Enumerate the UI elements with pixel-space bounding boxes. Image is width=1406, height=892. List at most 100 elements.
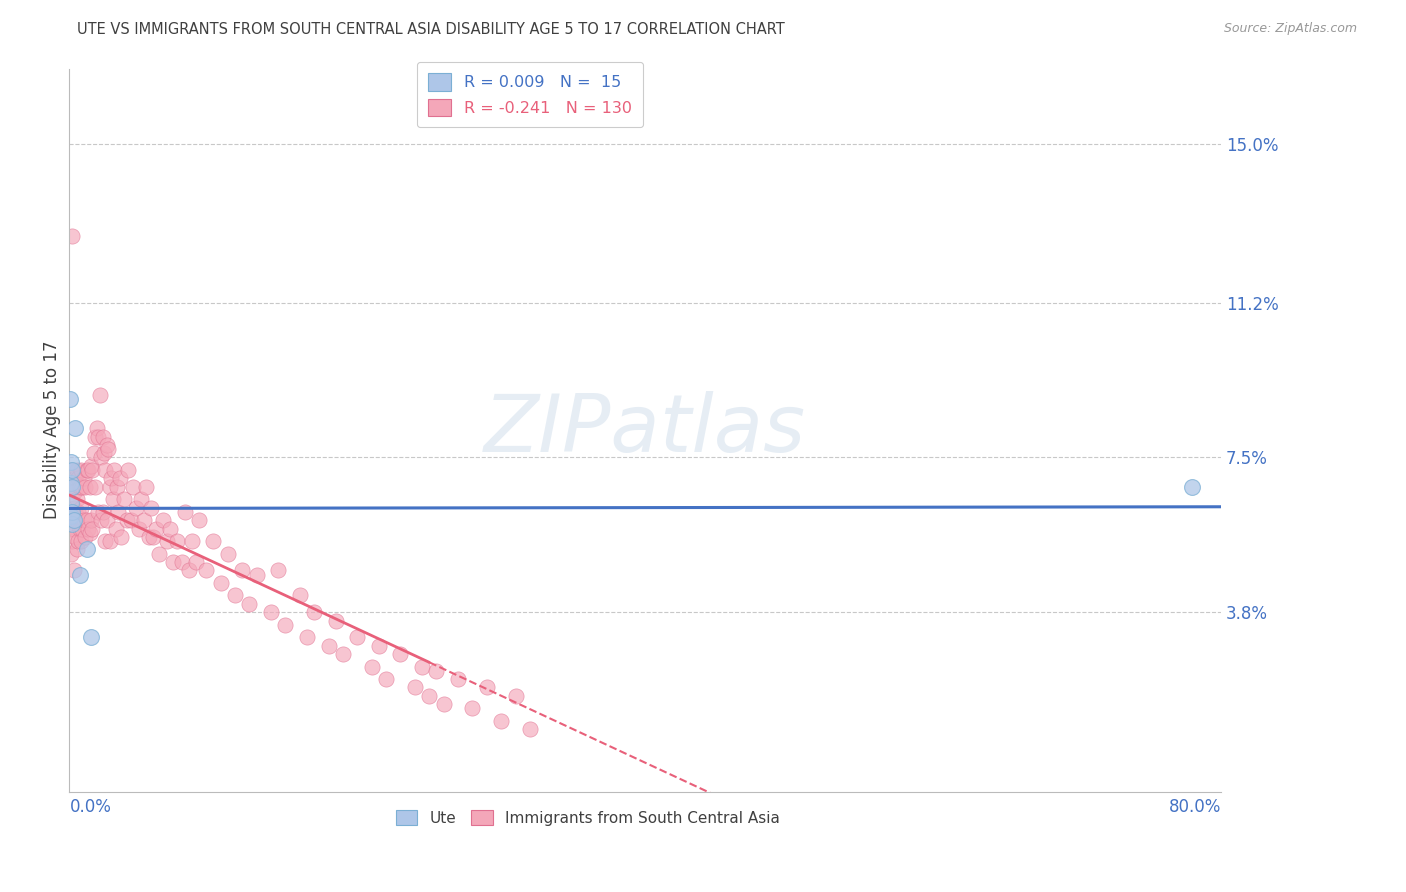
Point bbox=[83, 446, 105, 460]
Point bbox=[97, 442, 120, 456]
Point bbox=[325, 614, 347, 628]
Point bbox=[69, 480, 91, 494]
Point bbox=[188, 513, 211, 527]
Point bbox=[117, 463, 139, 477]
Point bbox=[110, 530, 132, 544]
Point bbox=[76, 513, 98, 527]
Point bbox=[177, 563, 200, 577]
Text: ZIPat​las: ZIPat​las bbox=[484, 392, 806, 469]
Point bbox=[433, 697, 456, 711]
Point bbox=[156, 534, 179, 549]
Point bbox=[98, 480, 121, 494]
Point bbox=[60, 480, 83, 494]
Point bbox=[79, 525, 101, 540]
Point bbox=[67, 505, 90, 519]
Point bbox=[84, 480, 107, 494]
Point bbox=[425, 664, 447, 678]
Point bbox=[141, 500, 163, 515]
Point bbox=[162, 555, 184, 569]
Point bbox=[505, 689, 527, 703]
Point bbox=[90, 450, 112, 465]
Point bbox=[60, 508, 83, 523]
Point bbox=[76, 542, 98, 557]
Point bbox=[72, 480, 94, 494]
Point bbox=[87, 429, 110, 443]
Point bbox=[209, 575, 232, 590]
Point bbox=[124, 500, 146, 515]
Point bbox=[170, 555, 193, 569]
Point bbox=[1181, 480, 1204, 494]
Point bbox=[461, 701, 484, 715]
Point bbox=[138, 530, 160, 544]
Text: UTE VS IMMIGRANTS FROM SOUTH CENTRAL ASIA DISABILITY AGE 5 TO 17 CORRELATION CHA: UTE VS IMMIGRANTS FROM SOUTH CENTRAL ASI… bbox=[77, 22, 785, 37]
Point bbox=[70, 534, 93, 549]
Point bbox=[59, 522, 82, 536]
Point bbox=[59, 547, 82, 561]
Point bbox=[231, 563, 253, 577]
Y-axis label: Disability Age 5 to 17: Disability Age 5 to 17 bbox=[44, 341, 60, 519]
Point bbox=[115, 513, 138, 527]
Point bbox=[69, 522, 91, 536]
Point bbox=[128, 522, 150, 536]
Point bbox=[93, 446, 115, 460]
Point bbox=[80, 630, 103, 644]
Point bbox=[60, 517, 83, 532]
Point bbox=[112, 492, 135, 507]
Point bbox=[180, 534, 202, 549]
Point bbox=[62, 522, 84, 536]
Point bbox=[59, 496, 82, 510]
Point bbox=[91, 429, 114, 443]
Point bbox=[107, 505, 129, 519]
Point bbox=[367, 639, 389, 653]
Point bbox=[202, 534, 225, 549]
Point bbox=[77, 463, 100, 477]
Point bbox=[245, 567, 267, 582]
Point bbox=[120, 513, 142, 527]
Point bbox=[62, 480, 84, 494]
Point bbox=[318, 639, 340, 653]
Point bbox=[94, 463, 117, 477]
Point bbox=[77, 522, 100, 536]
Text: 80.0%: 80.0% bbox=[1168, 797, 1220, 816]
Point bbox=[60, 463, 83, 477]
Point bbox=[101, 492, 124, 507]
Point bbox=[360, 659, 382, 673]
Point bbox=[59, 463, 82, 477]
Point bbox=[475, 681, 498, 695]
Point bbox=[267, 563, 290, 577]
Point bbox=[62, 508, 84, 523]
Point bbox=[98, 534, 121, 549]
Point bbox=[332, 647, 354, 661]
Point bbox=[418, 689, 440, 703]
Point bbox=[238, 597, 260, 611]
Point bbox=[80, 458, 103, 473]
Point bbox=[82, 522, 104, 536]
Point bbox=[59, 454, 82, 468]
Point bbox=[145, 522, 167, 536]
Point bbox=[519, 723, 541, 737]
Point bbox=[135, 480, 157, 494]
Point bbox=[73, 513, 96, 527]
Point bbox=[121, 480, 143, 494]
Point bbox=[134, 513, 156, 527]
Point bbox=[152, 513, 174, 527]
Point bbox=[72, 522, 94, 536]
Point bbox=[87, 505, 110, 519]
Text: 0.0%: 0.0% bbox=[69, 797, 111, 816]
Point bbox=[142, 530, 165, 544]
Point bbox=[103, 463, 125, 477]
Point bbox=[100, 471, 122, 485]
Point bbox=[105, 480, 128, 494]
Point bbox=[70, 500, 93, 515]
Point bbox=[66, 492, 89, 507]
Text: Source: ZipAtlas.com: Source: ZipAtlas.com bbox=[1223, 22, 1357, 36]
Point bbox=[346, 630, 368, 644]
Point bbox=[173, 505, 195, 519]
Point bbox=[66, 542, 89, 557]
Point bbox=[67, 471, 90, 485]
Point bbox=[375, 672, 398, 686]
Point bbox=[131, 492, 153, 507]
Point bbox=[108, 471, 131, 485]
Point bbox=[159, 522, 181, 536]
Point bbox=[76, 463, 98, 477]
